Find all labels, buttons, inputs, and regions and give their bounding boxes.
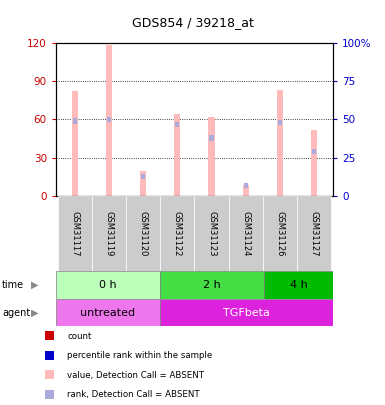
- Bar: [244, 183, 248, 188]
- Text: GSM31119: GSM31119: [104, 211, 113, 257]
- Bar: [194, 196, 229, 271]
- Bar: [175, 122, 179, 127]
- Bar: [72, 91, 78, 196]
- Text: GSM31127: GSM31127: [310, 211, 319, 257]
- Text: untreated: untreated: [80, 308, 136, 318]
- Bar: [57, 196, 92, 271]
- Bar: [160, 196, 194, 271]
- Bar: [160, 271, 264, 299]
- Bar: [45, 331, 54, 340]
- Bar: [141, 174, 145, 179]
- Text: GSM31123: GSM31123: [207, 211, 216, 257]
- Bar: [92, 196, 126, 271]
- Text: TGFbeta: TGFbeta: [223, 308, 270, 318]
- Bar: [107, 117, 111, 122]
- Bar: [312, 149, 316, 154]
- Text: time: time: [2, 280, 24, 290]
- Text: agent: agent: [2, 308, 30, 318]
- Text: value, Detection Call = ABSENT: value, Detection Call = ABSENT: [67, 371, 204, 380]
- Bar: [297, 196, 331, 271]
- Text: GSM31120: GSM31120: [139, 211, 147, 257]
- Bar: [73, 118, 77, 124]
- Bar: [243, 185, 249, 196]
- Text: 0 h: 0 h: [99, 280, 117, 290]
- Bar: [209, 135, 214, 141]
- Bar: [311, 130, 317, 196]
- Bar: [45, 351, 54, 360]
- Text: GSM31126: GSM31126: [276, 211, 285, 257]
- Bar: [278, 120, 282, 125]
- Bar: [106, 45, 112, 196]
- Text: GSM31117: GSM31117: [70, 211, 79, 257]
- Bar: [45, 370, 54, 379]
- Bar: [56, 299, 160, 326]
- Bar: [264, 271, 333, 299]
- Bar: [208, 117, 214, 196]
- Text: count: count: [67, 332, 92, 341]
- Bar: [263, 196, 297, 271]
- Bar: [160, 299, 333, 326]
- Text: rank, Detection Call = ABSENT: rank, Detection Call = ABSENT: [67, 390, 200, 399]
- Bar: [126, 196, 160, 271]
- Bar: [45, 390, 54, 399]
- Text: 4 h: 4 h: [290, 280, 307, 290]
- Text: GSM31122: GSM31122: [173, 211, 182, 257]
- Text: GSM31124: GSM31124: [241, 211, 250, 257]
- Bar: [56, 271, 160, 299]
- Bar: [140, 171, 146, 196]
- Text: GDS854 / 39218_at: GDS854 / 39218_at: [132, 16, 253, 29]
- Bar: [277, 90, 283, 196]
- Text: 2 h: 2 h: [203, 280, 221, 290]
- Text: ▶: ▶: [31, 280, 38, 290]
- Bar: [174, 114, 181, 196]
- Text: percentile rank within the sample: percentile rank within the sample: [67, 352, 213, 360]
- Text: ▶: ▶: [31, 308, 38, 318]
- Bar: [229, 196, 263, 271]
